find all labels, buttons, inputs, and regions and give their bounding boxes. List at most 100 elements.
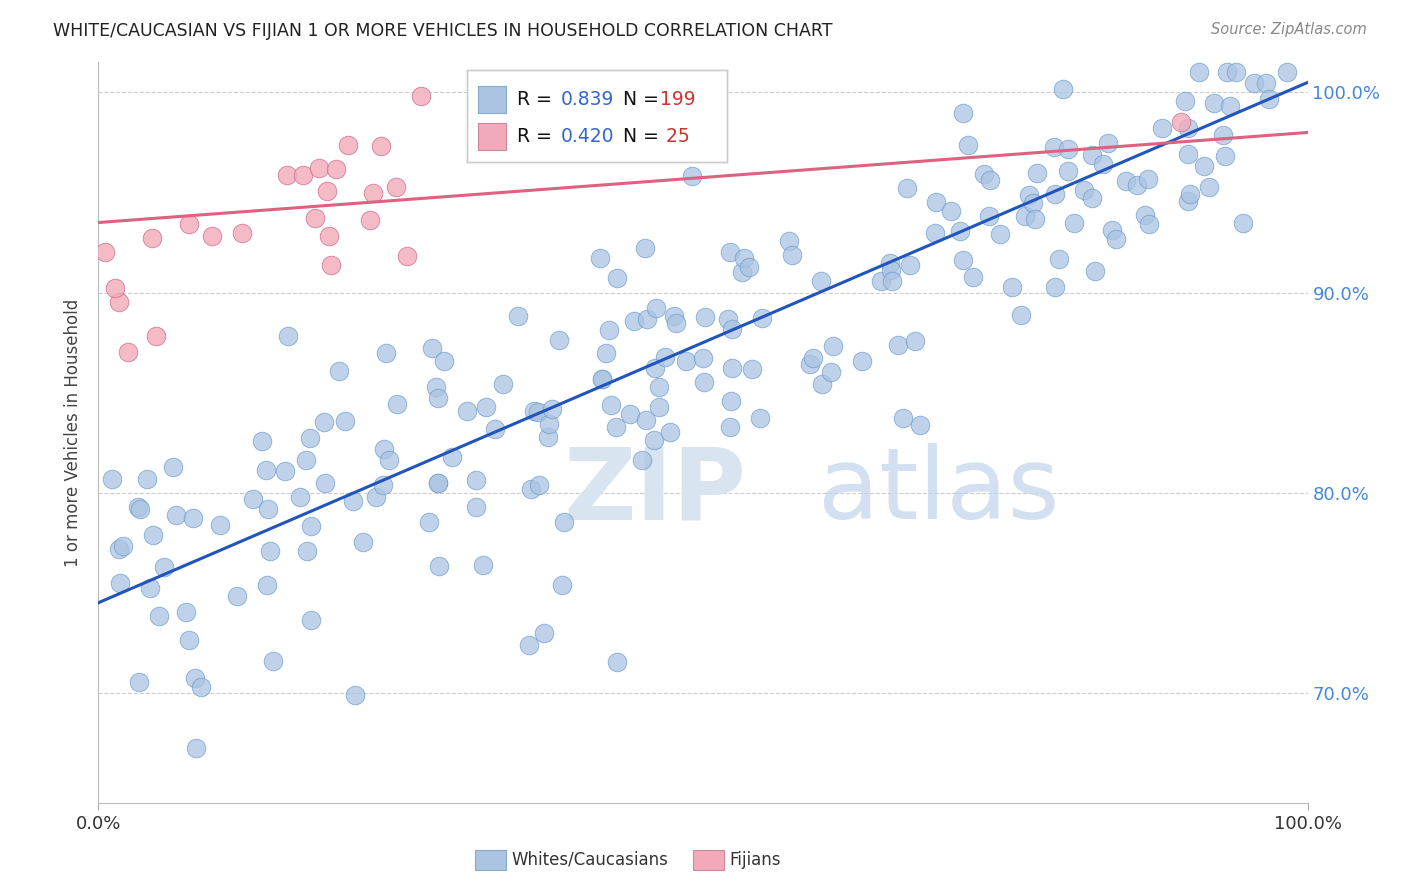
- Point: [108, 542, 131, 557]
- Point: [101, 472, 124, 486]
- Point: [695, 310, 717, 324]
- Point: [1243, 76, 1265, 90]
- Point: [1047, 252, 1070, 266]
- Point: [422, 341, 444, 355]
- Point: [298, 431, 321, 445]
- Point: [1177, 147, 1199, 161]
- Point: [256, 578, 278, 592]
- Point: [139, 581, 162, 595]
- Point: [1043, 186, 1066, 201]
- Point: [1063, 215, 1085, 229]
- Point: [1198, 180, 1220, 194]
- Point: [165, 508, 187, 523]
- Point: [242, 491, 264, 506]
- Point: [1101, 223, 1123, 237]
- Point: [1073, 183, 1095, 197]
- Point: [527, 405, 550, 419]
- Point: [1126, 178, 1149, 192]
- Point: [475, 401, 498, 415]
- Point: [226, 590, 249, 604]
- Point: [484, 422, 506, 436]
- Point: [425, 380, 447, 394]
- Point: [1275, 65, 1298, 79]
- Point: [605, 419, 627, 434]
- Point: [1137, 217, 1160, 231]
- Point: [733, 251, 755, 265]
- Point: [1014, 209, 1036, 223]
- Point: [925, 195, 948, 210]
- Point: [988, 227, 1011, 241]
- Text: Whites/Caucasians: Whites/Caucasians: [512, 851, 669, 869]
- Point: [471, 558, 494, 572]
- Point: [870, 274, 893, 288]
- Point: [1215, 65, 1237, 79]
- Point: [364, 491, 387, 505]
- Point: [880, 263, 903, 277]
- Point: [591, 371, 613, 385]
- Text: WHITE/CAUCASIAN VS FIJIAN 1 OR MORE VEHICLES IN HOUSEHOLD CORRELATION CHART: WHITE/CAUCASIAN VS FIJIAN 1 OR MORE VEHI…: [53, 22, 832, 40]
- Point: [654, 350, 676, 364]
- Point: [152, 559, 174, 574]
- Point: [644, 361, 666, 376]
- Point: [956, 138, 979, 153]
- Point: [108, 294, 131, 309]
- Point: [664, 309, 686, 323]
- Point: [973, 167, 995, 181]
- Point: [1225, 65, 1247, 79]
- Point: [924, 227, 946, 241]
- Point: [1177, 121, 1199, 136]
- Point: [537, 430, 560, 444]
- Point: [316, 184, 339, 198]
- Point: [177, 632, 200, 647]
- Point: [190, 680, 212, 694]
- Y-axis label: 1 or more Vehicles in Household: 1 or more Vehicles in Household: [65, 299, 83, 566]
- Point: [93, 245, 115, 260]
- Point: [891, 411, 914, 425]
- Point: [294, 452, 316, 467]
- Point: [231, 226, 253, 240]
- Point: [1010, 308, 1032, 322]
- Point: [110, 575, 132, 590]
- Point: [527, 478, 550, 492]
- Point: [325, 161, 347, 176]
- Point: [659, 425, 682, 439]
- Point: [135, 472, 157, 486]
- Point: [1177, 194, 1199, 208]
- Point: [623, 314, 645, 328]
- Point: [977, 209, 1000, 223]
- Point: [1092, 157, 1115, 171]
- Point: [292, 168, 315, 182]
- Point: [370, 139, 392, 153]
- Point: [645, 301, 668, 315]
- Point: [342, 494, 364, 508]
- Point: [595, 346, 617, 360]
- Text: ZIP: ZIP: [564, 443, 747, 541]
- Point: [426, 391, 449, 405]
- Point: [799, 357, 821, 371]
- Point: [145, 328, 167, 343]
- Point: [295, 543, 318, 558]
- Point: [117, 345, 139, 359]
- Point: [821, 338, 844, 352]
- Point: [1018, 187, 1040, 202]
- Point: [142, 527, 165, 541]
- Point: [1097, 136, 1119, 150]
- Point: [1174, 94, 1197, 108]
- Point: [409, 89, 432, 103]
- Point: [1188, 65, 1211, 79]
- Point: [384, 180, 406, 194]
- Point: [252, 434, 274, 448]
- Point: [308, 161, 330, 175]
- Point: [908, 418, 931, 433]
- Point: [104, 280, 127, 294]
- Point: [321, 258, 343, 272]
- Point: [630, 453, 652, 467]
- Point: [731, 265, 754, 279]
- Point: [904, 334, 927, 348]
- Point: [551, 578, 574, 592]
- Point: [492, 376, 515, 391]
- Point: [643, 434, 665, 448]
- Point: [257, 502, 280, 516]
- Point: [898, 258, 921, 272]
- Point: [385, 396, 408, 410]
